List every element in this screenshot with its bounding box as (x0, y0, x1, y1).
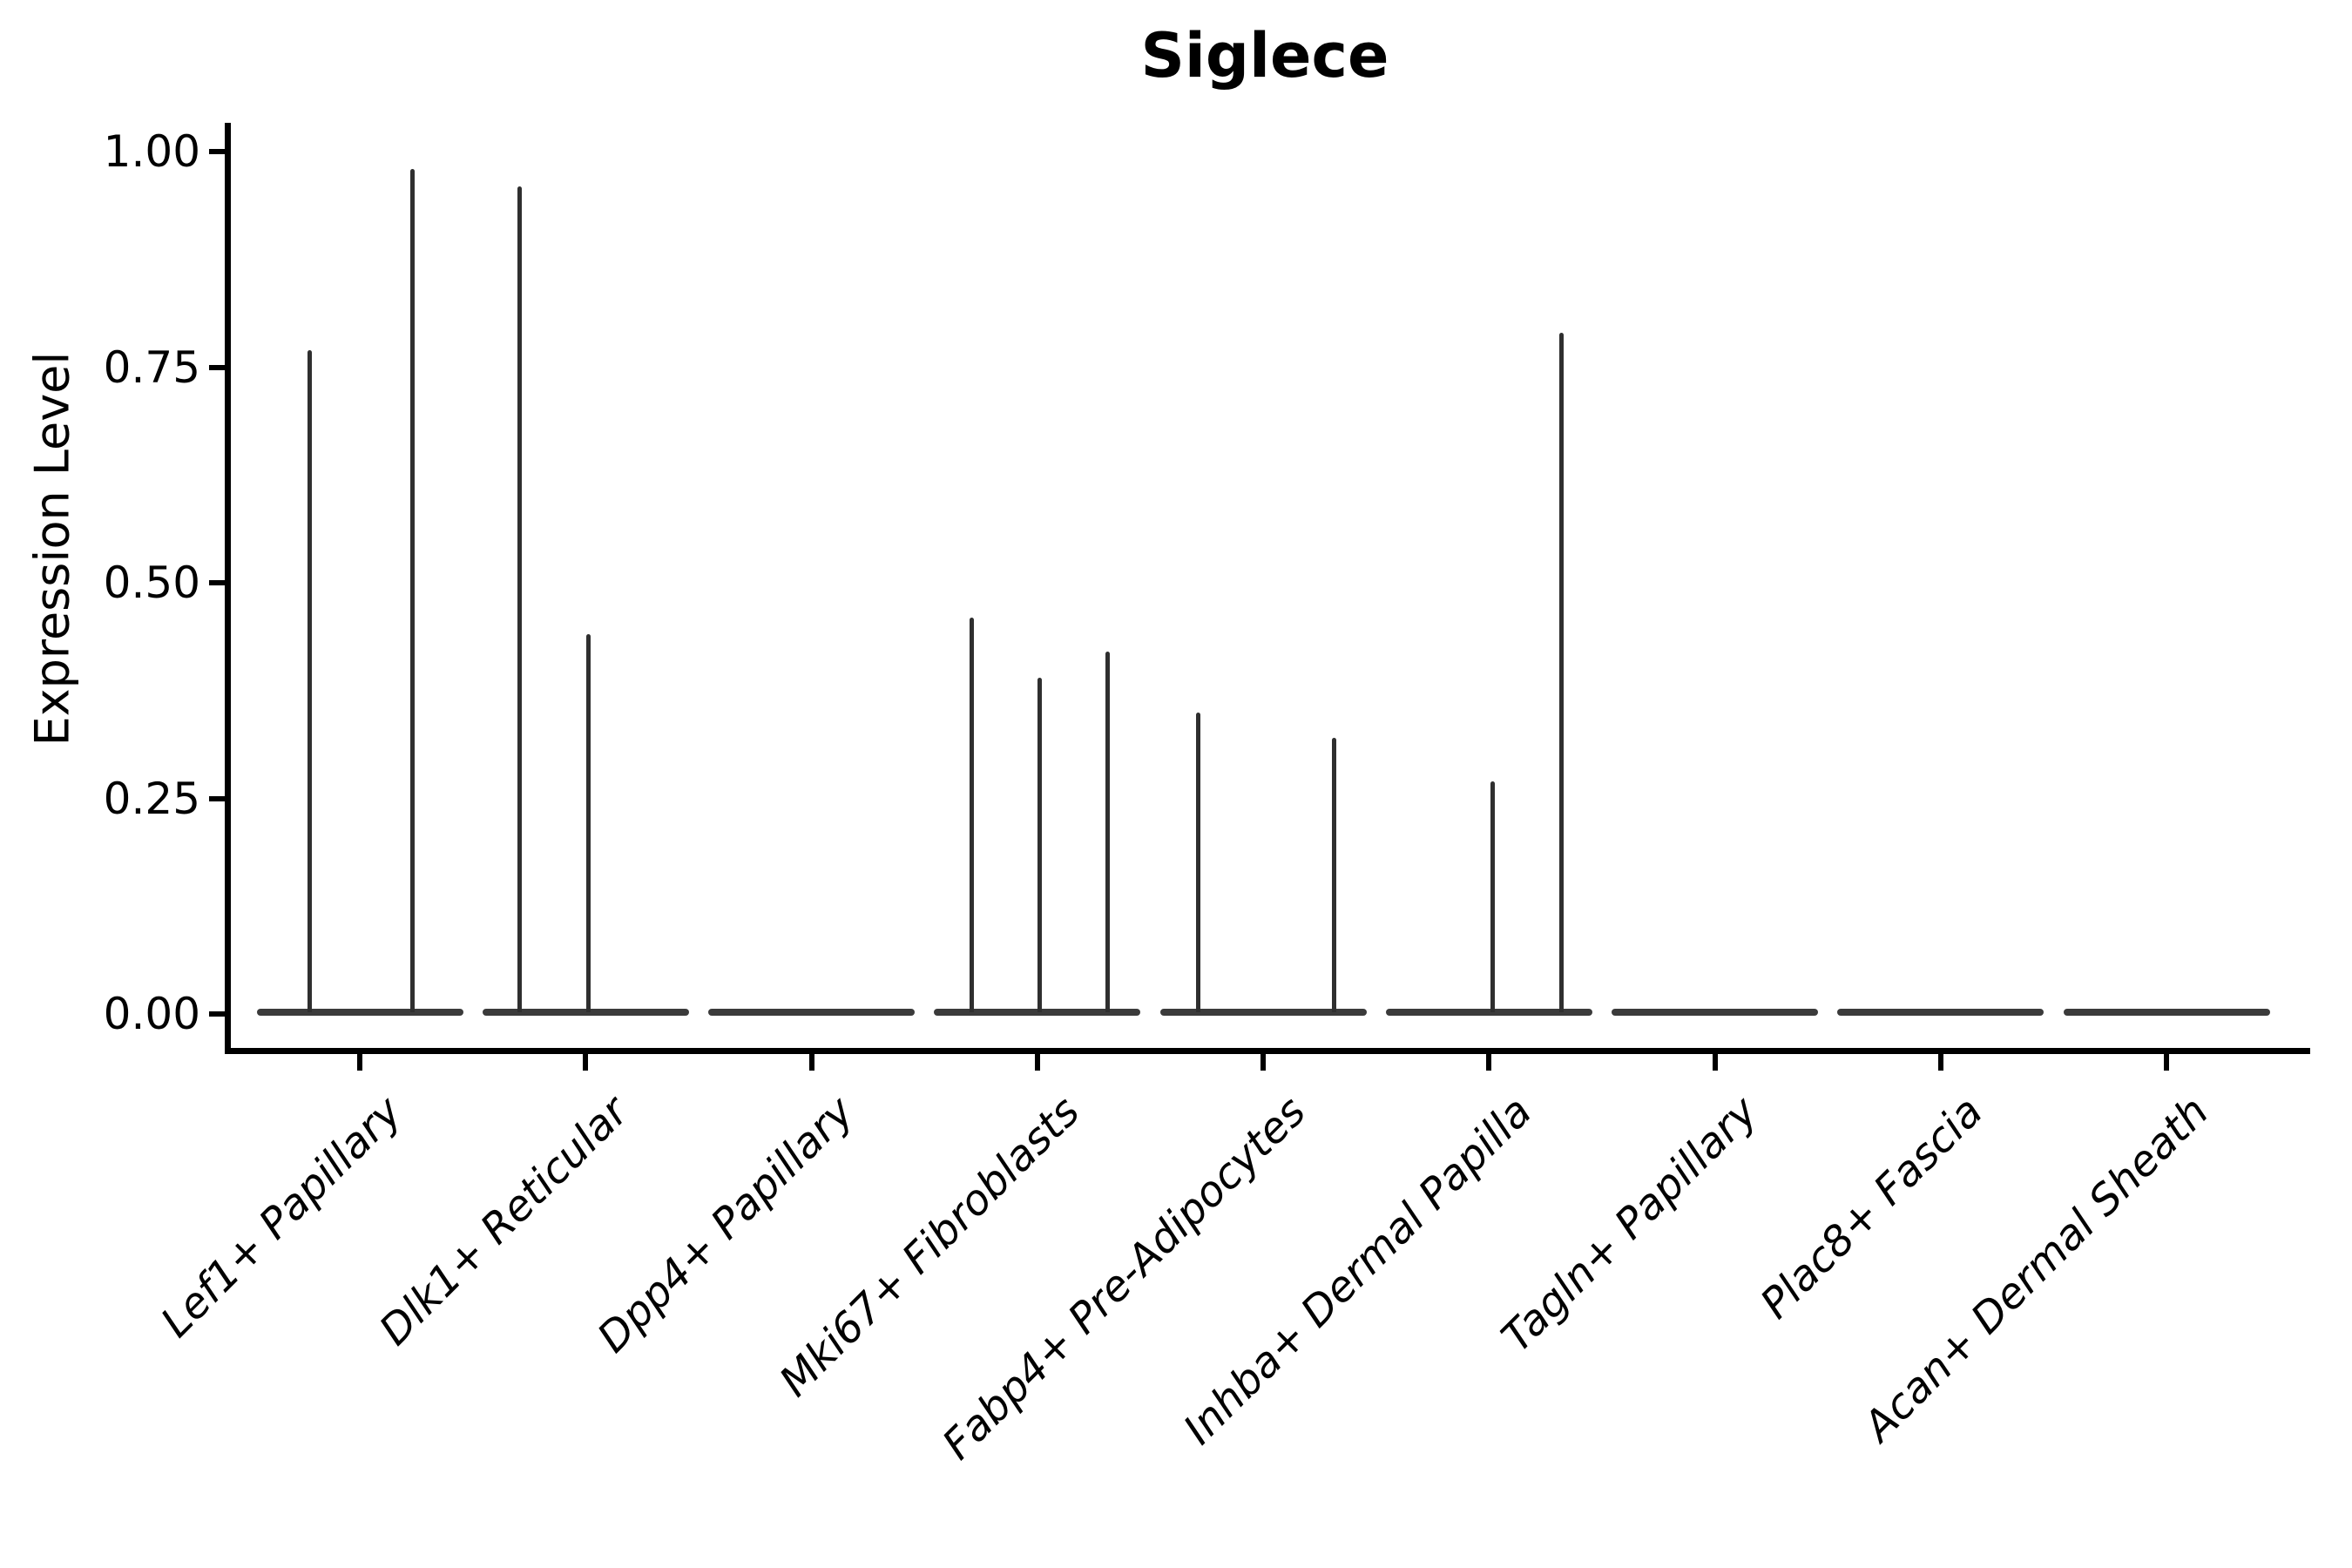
x-tick (1034, 1048, 1040, 1071)
violin-spike (307, 349, 312, 1012)
violin-baseline (256, 1009, 463, 1016)
y-tick (209, 364, 228, 370)
violin-baseline (1612, 1009, 1818, 1016)
violin-baseline (2063, 1009, 2270, 1016)
violin-spike (1331, 738, 1336, 1012)
violin-spike (1105, 652, 1111, 1012)
y-axis-spine (225, 123, 231, 1054)
violin-baseline (934, 1009, 1141, 1016)
y-axis-label: Expression Level (24, 351, 80, 747)
x-tick (1937, 1048, 1943, 1071)
y-tick-label: 0.00 (103, 989, 200, 1039)
x-tick (357, 1048, 362, 1071)
x-tick (2164, 1048, 2169, 1071)
violin-baseline (708, 1009, 915, 1016)
x-tick (583, 1048, 589, 1071)
x-tick-label: Fabp4+ Pre-Adipocytes (933, 1087, 1315, 1470)
x-tick (1712, 1048, 1718, 1071)
x-tick-label: Plac8+ Fascia (1751, 1087, 1993, 1328)
x-axis-spine (225, 1048, 2310, 1054)
violin-baseline (1159, 1009, 1367, 1016)
y-tick-label: 0.50 (103, 558, 200, 608)
violin-spike (1490, 781, 1495, 1012)
y-tick (209, 149, 228, 154)
violin-spike (585, 634, 591, 1012)
y-tick-label: 1.00 (103, 126, 200, 177)
violin-baseline (482, 1009, 689, 1016)
x-tick-label: Lef1+ Papillary (152, 1087, 412, 1348)
x-tick (808, 1048, 814, 1071)
y-tick-label: 0.75 (103, 341, 200, 393)
y-tick (209, 580, 228, 585)
violin-spike (409, 168, 415, 1012)
violin-spike (1558, 332, 1564, 1012)
x-tick-label: Dlk1+ Reticular (369, 1087, 638, 1355)
y-tick (209, 1011, 228, 1017)
violin-spike (1195, 712, 1200, 1012)
violin-spike (1037, 677, 1043, 1012)
violin-spike (970, 617, 975, 1012)
violin-baseline (1837, 1009, 2044, 1016)
violin-spike (517, 186, 522, 1012)
x-tick (1486, 1048, 1492, 1071)
x-tick (1260, 1048, 1266, 1071)
violin-baseline (1385, 1009, 1592, 1016)
y-tick-label: 0.25 (103, 773, 200, 824)
y-tick (209, 795, 228, 801)
plot-title: Siglece (1140, 20, 1389, 91)
